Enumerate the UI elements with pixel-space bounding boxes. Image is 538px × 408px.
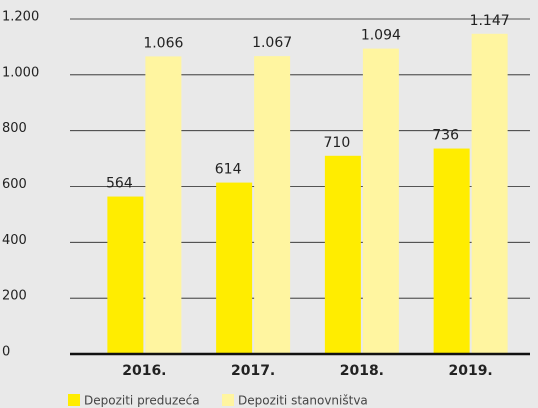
value-label: 564	[106, 176, 133, 192]
value-label: 1.094	[361, 28, 401, 44]
legend-label: Depoziti preduzeća	[84, 394, 200, 408]
bar	[216, 182, 253, 354]
value-label: 710	[324, 135, 351, 151]
value-label: 1.066	[143, 35, 183, 51]
x-tick-label: 2016.	[122, 363, 166, 379]
x-tick-label: 2018.	[340, 363, 384, 379]
bar	[324, 155, 361, 354]
bar	[362, 48, 399, 354]
bar	[433, 148, 470, 354]
bar	[471, 33, 508, 354]
y-tick-label: 0	[2, 345, 10, 360]
value-label: 614	[215, 162, 242, 178]
value-label: 736	[432, 128, 459, 144]
value-label: 1.147	[470, 13, 510, 29]
y-tick-label: 200	[2, 289, 27, 304]
bar	[107, 196, 144, 354]
y-tick-label: 400	[2, 233, 27, 248]
x-tick-label: 2019.	[448, 363, 492, 379]
legend-label: Depoziti stanovništva	[238, 394, 368, 408]
legend-swatch	[68, 394, 80, 406]
bar	[254, 56, 291, 355]
legend-swatch	[222, 394, 234, 406]
y-tick-label: 800	[2, 121, 27, 136]
x-tick-label: 2017.	[231, 363, 275, 379]
y-tick-label: 1.000	[2, 65, 39, 80]
y-tick-label: 600	[2, 177, 27, 192]
y-tick-label: 1.200	[2, 10, 39, 25]
value-label: 1.067	[252, 35, 292, 51]
bar	[145, 56, 182, 355]
